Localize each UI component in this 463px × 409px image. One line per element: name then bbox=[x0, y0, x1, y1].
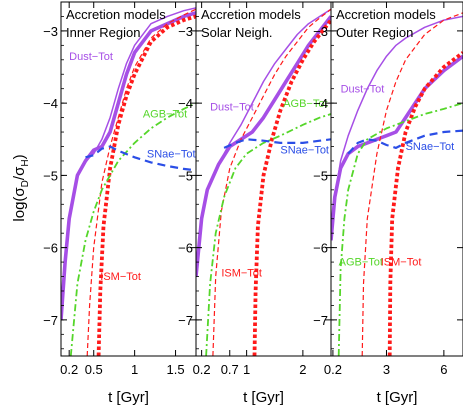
panel-3: −7 −6 −5 −4 −3 0.2 3 6 t [Gyr] Accretion models Ou… bbox=[313, 1, 463, 406]
annotation-agb-tot: AGB−Tot bbox=[283, 98, 327, 110]
series-ism-tot-thick-dot bbox=[387, 51, 463, 356]
annotation-agb-tot: AGB−Tot bbox=[339, 257, 383, 269]
panel-subtitle: Solar Neigh. bbox=[201, 25, 273, 40]
x-tick-label: 0.5 bbox=[85, 362, 103, 377]
series-group bbox=[331, 12, 463, 356]
annotation-agb-tot: AGB−Tot bbox=[143, 109, 187, 121]
y-tick-label: −7 bbox=[43, 313, 58, 328]
x-tick-label: 1 bbox=[243, 362, 250, 377]
annotation-snae-tot: SNae−Tot bbox=[406, 141, 455, 153]
panel-subtitle: Inner Region bbox=[66, 25, 140, 40]
x-tick-label: 0.7 bbox=[221, 362, 239, 377]
panel-frame bbox=[330, 1, 463, 357]
series-snae-tot-dash bbox=[347, 129, 463, 155]
annotation-snae-tot: SNae−Tot bbox=[147, 148, 196, 160]
x-tick-label: 6 bbox=[440, 362, 447, 377]
panel-title: Accretion models bbox=[336, 7, 436, 22]
series-dust-tot-thin bbox=[196, 8, 331, 277]
series-dust-tot-thin bbox=[61, 7, 196, 320]
x-tick-label: 0.2 bbox=[60, 362, 78, 377]
y-tick-label: −5 bbox=[178, 168, 193, 183]
panel-title: Accretion models bbox=[66, 7, 166, 22]
x-axis-label: t [Gyr] bbox=[377, 389, 418, 406]
panel-title: Accretion models bbox=[201, 7, 301, 22]
y-tick-label: −5 bbox=[313, 168, 328, 183]
x-tick-label: 1.5 bbox=[167, 362, 185, 377]
series-agb-tot-dashdot bbox=[69, 102, 196, 356]
y-tick-label: −5 bbox=[43, 168, 58, 183]
series-snae-tot-dash bbox=[85, 145, 196, 172]
x-tick-label: 2 bbox=[299, 362, 306, 377]
series-dust-tot-thin bbox=[331, 15, 463, 241]
annotation-snae-tot: SNae−Tot bbox=[280, 145, 329, 157]
x-axis-label: t [Gyr] bbox=[243, 389, 284, 406]
y-tick-label: −6 bbox=[43, 241, 58, 256]
annotation-dust-tot: Dust−Tot bbox=[69, 51, 113, 63]
series-group bbox=[61, 7, 196, 356]
series-agb-tot-dashdot bbox=[337, 102, 463, 356]
y-tick-label: −3 bbox=[43, 24, 58, 39]
x-tick-label: 1 bbox=[131, 362, 138, 377]
series-group bbox=[196, 8, 331, 356]
y-tick-label: −6 bbox=[178, 241, 193, 256]
panels: −7 −6 −5 −4 −3 0.2 0.5 1 1.5 t [Gyr] Accretion mod… bbox=[43, 1, 463, 406]
x-tick-label: 0.2 bbox=[324, 362, 342, 377]
y-tick-label: −6 bbox=[313, 241, 328, 256]
y-tick-label: −3 bbox=[313, 24, 328, 39]
y-tick-label: −3 bbox=[178, 24, 193, 39]
x-tick-label: 3 bbox=[383, 362, 390, 377]
panel-subtitle: Outer Region bbox=[336, 25, 413, 40]
series-ism-tot-thick-dot bbox=[96, 14, 196, 356]
y-tick-label: −4 bbox=[313, 96, 328, 111]
series-ism-tot-thin-dash bbox=[86, 8, 196, 356]
annotation-ism-tot: ISM−Tot bbox=[221, 268, 262, 280]
series-ism-tot-thin-dash bbox=[361, 12, 463, 356]
series-ism-tot-thick-dot bbox=[252, 18, 331, 356]
x-axis-label: t [Gyr] bbox=[108, 389, 149, 406]
annotation-ism-tot: ISM−Tot bbox=[381, 257, 422, 269]
series-agb-tot-dashdot bbox=[205, 113, 331, 356]
y-axis-label: log(σD/σH) bbox=[11, 154, 31, 221]
panel-1: −7 −6 −5 −4 −3 0.2 0.5 1 1.5 t [Gyr] Accretion mod… bbox=[43, 1, 197, 406]
y-tick-label: −7 bbox=[313, 313, 328, 328]
annotation-ism-tot: ISM−Tot bbox=[100, 271, 141, 283]
x-tick-label: 0.2 bbox=[193, 362, 211, 377]
y-tick-label: −4 bbox=[178, 96, 193, 111]
y-tick-label: −7 bbox=[178, 313, 193, 328]
annotation-dust-tot: Dust−Tot bbox=[210, 101, 254, 113]
y-tick-label: −4 bbox=[43, 96, 58, 111]
series-snae-tot-dash bbox=[223, 138, 331, 149]
panel-2: −7 −6 −5 −4 −3 0.2 0.7 1 2 t [Gyr] Accretion model… bbox=[178, 1, 332, 406]
annotation-dust-tot: Dust−Tot bbox=[341, 83, 385, 95]
